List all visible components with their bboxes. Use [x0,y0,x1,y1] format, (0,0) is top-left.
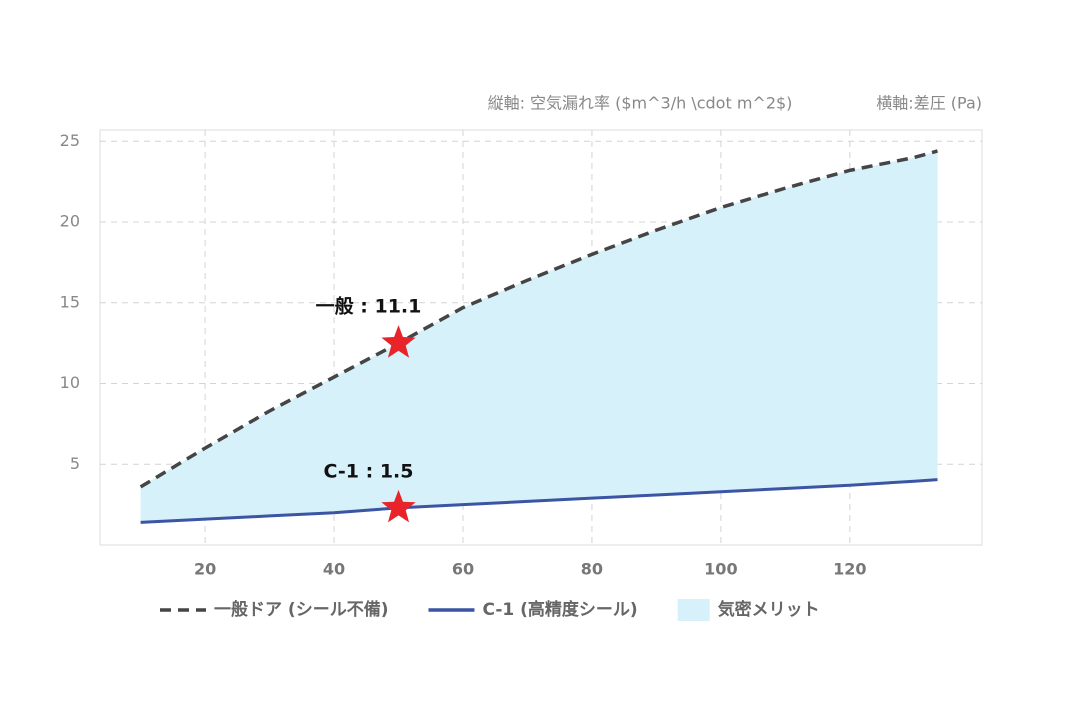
legend-swatch [677,599,710,621]
x-tick-label: 20 [194,560,216,579]
x-tick-label: 40 [323,560,345,579]
legend-item: C-1 (高精度シール) [428,599,638,620]
y-tick-label: 5 [70,454,80,473]
series-line [140,478,938,524]
star-marker [381,489,416,523]
legend-label: C-1 (高精度シール) [482,599,637,620]
annotation-label: C-1 : 1.5 [324,460,414,482]
x-tick-label: 80 [581,560,603,579]
annotation-label: 一般 : 11.1 [316,295,422,318]
y-tick-label: 20 [60,212,80,231]
y-axis-note: 縦軸: 空気漏れ率 ($m^3/h \cdot m^2$) [488,94,793,113]
x-tick-label: 120 [833,560,866,579]
x-tick-label: 100 [704,560,737,579]
star-marker [381,325,416,358]
fill-area [140,150,938,523]
legend-label: 一般ドア (シール不備) [214,599,388,620]
x-axis-note: 横軸:差圧 (Pa) [876,94,982,113]
x-tick-label: 60 [452,560,474,579]
y-tick-label: 25 [60,131,80,150]
legend-label: 気密メリット [717,599,820,620]
y-tick-label: 15 [60,292,80,311]
series-line [139,149,938,489]
y-tick-label: 10 [60,373,80,392]
legend-item: 一般ドア (シール不備) [160,599,388,620]
plot-frame [99,129,983,546]
legend-item: 気密メリット [677,599,820,621]
